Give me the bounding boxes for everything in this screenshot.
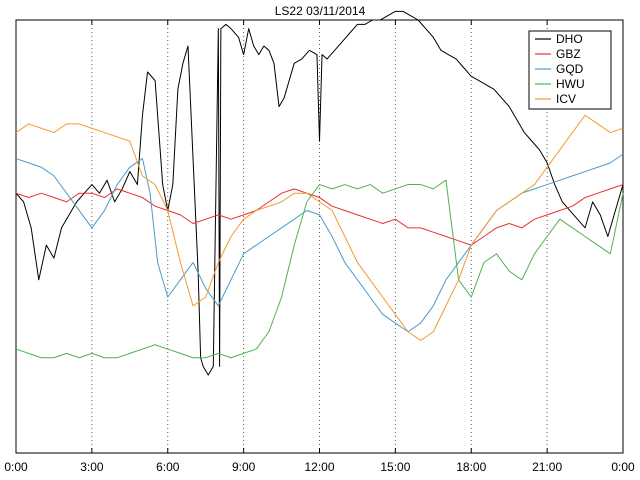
legend-label-gqd: GQD <box>556 62 584 76</box>
x-tick-label: 21:00 <box>532 460 562 474</box>
chart-title: LS22 03/11/2014 <box>275 4 366 18</box>
x-tick-label: 6:00 <box>156 460 180 474</box>
series-lines <box>15 10 624 376</box>
x-tick-label: 12:00 <box>304 460 334 474</box>
legend-label-dho: DHO <box>556 32 583 46</box>
legend-label-icv: ICV <box>556 92 576 106</box>
grid-lines <box>91 20 548 453</box>
series-line-dho <box>15 10 624 376</box>
legend-label-hwu: HWU <box>556 77 585 91</box>
x-tick-label: 3:00 <box>80 460 104 474</box>
x-axis: 0:00 3:00 6:00 9:00 12:00 15:00 18:00 21:00 0:00 <box>4 20 635 474</box>
series-line-gbz <box>15 184 624 246</box>
x-tick-label: 18:00 <box>456 460 486 474</box>
series-line-hwu <box>15 179 624 359</box>
legend-box <box>528 30 612 110</box>
x-tick-label: 15:00 <box>380 460 410 474</box>
legend-label-gbz: GBZ <box>556 47 581 61</box>
x-tick-label: 9:00 <box>232 460 256 474</box>
x-tick-label: 0:00 <box>611 460 635 474</box>
series-line-icv <box>15 114 624 341</box>
x-tick-label: 0:00 <box>4 460 28 474</box>
